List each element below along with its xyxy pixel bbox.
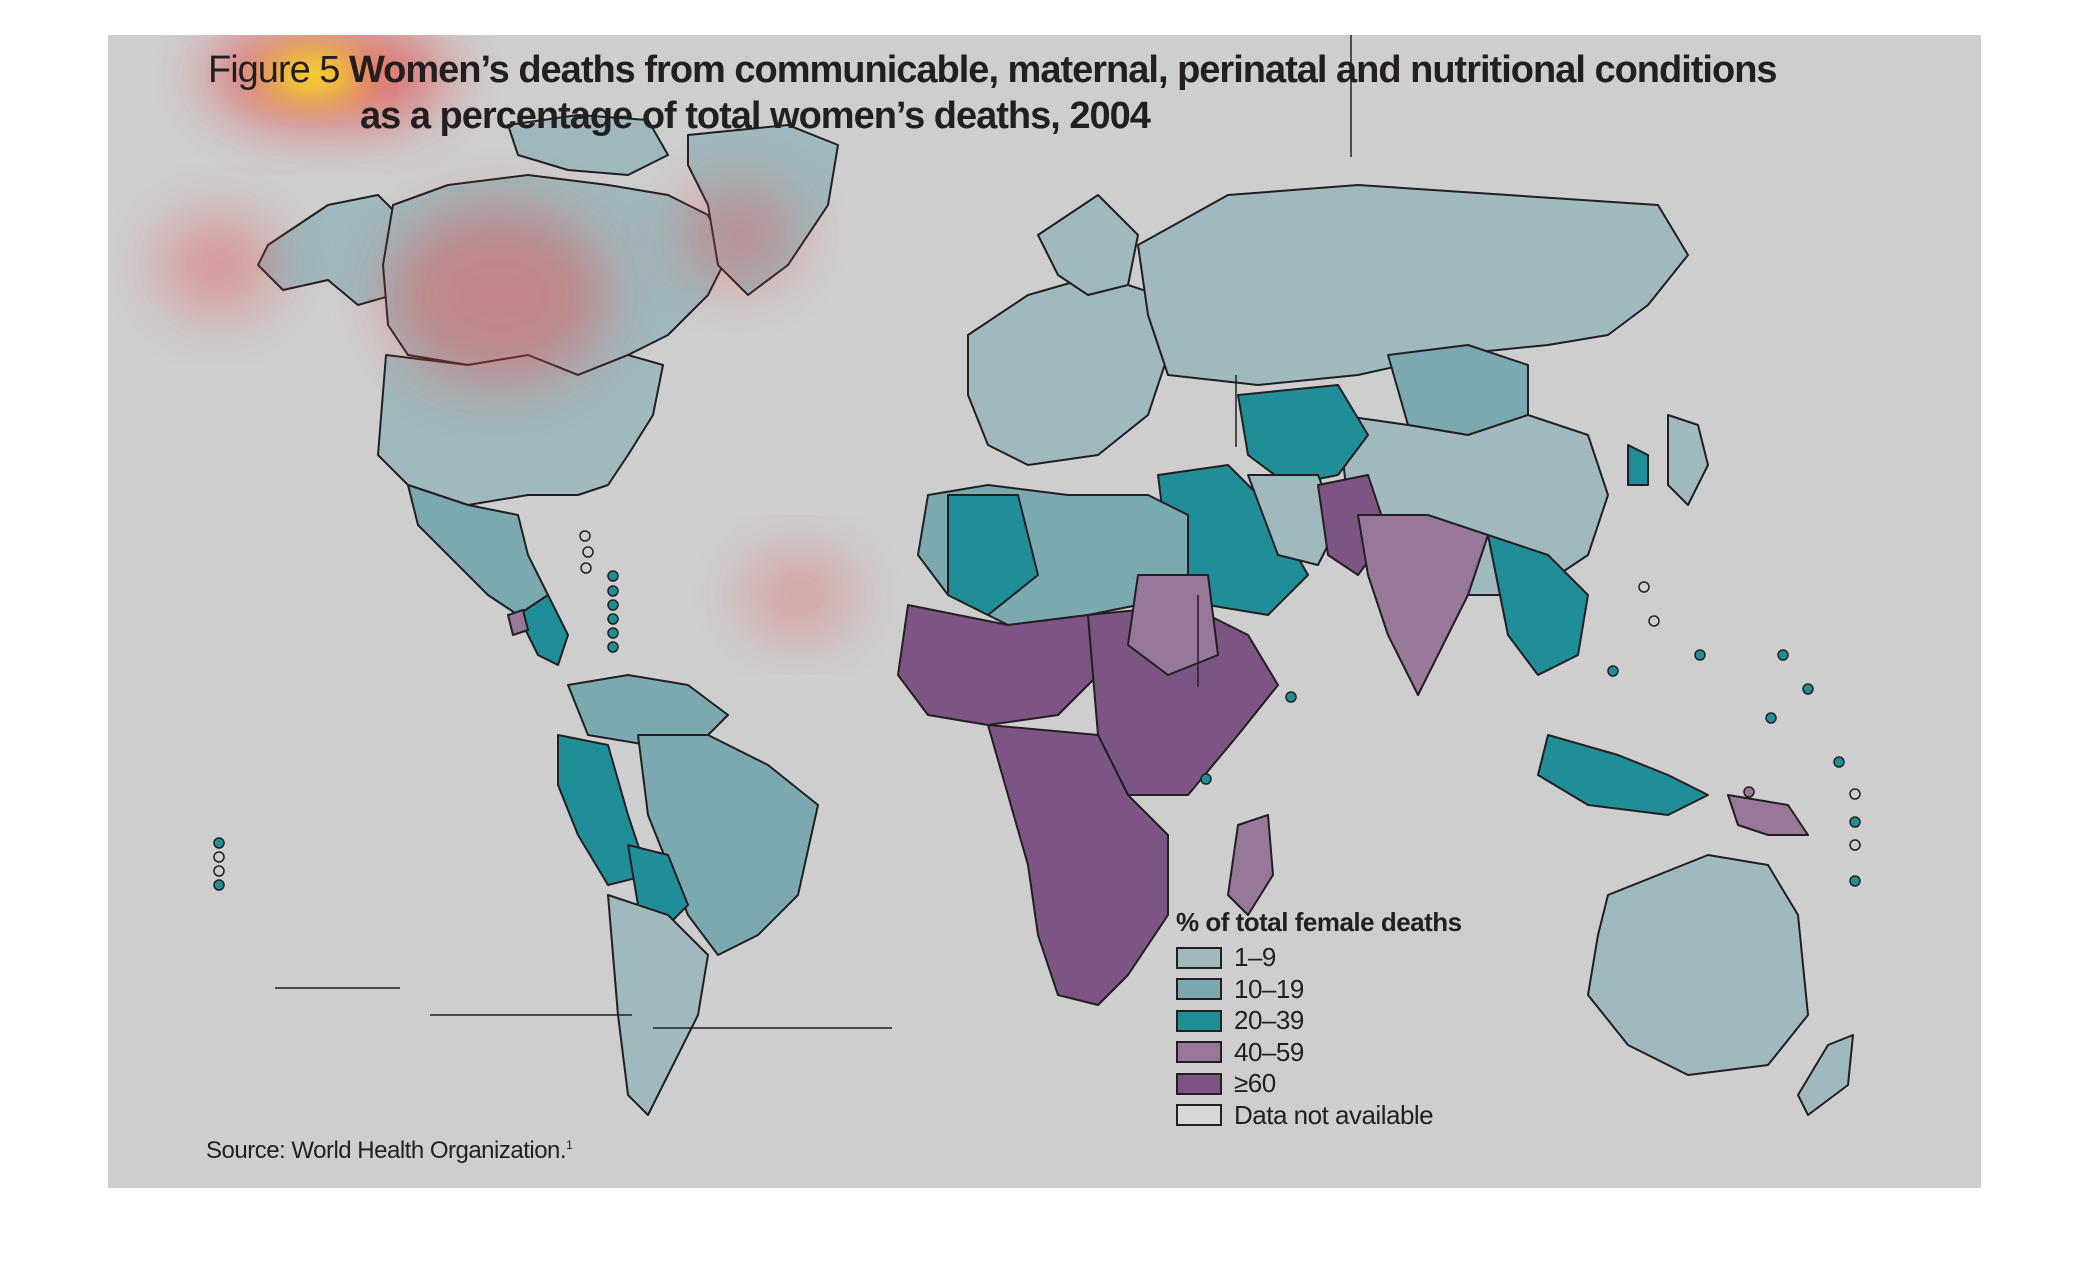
- island-marker: [1802, 683, 1814, 695]
- island-marker: [1849, 788, 1861, 800]
- region-russia: [1137, 184, 1689, 386]
- region-india: [1357, 514, 1489, 696]
- figure-title-text: Women’s deaths from communicable, matern…: [348, 49, 1778, 91]
- island-marker: [213, 837, 225, 849]
- region-arctic-islands: [507, 114, 669, 176]
- region-southeast-asia: [1487, 534, 1589, 676]
- island-marker: [1200, 773, 1212, 785]
- island-marker: [607, 570, 619, 582]
- source-footnote: 1: [566, 1138, 573, 1152]
- legend-label: ≥60: [1234, 1068, 1276, 1099]
- legend-item: ≥60: [1176, 1068, 1462, 1100]
- region-scandinavia: [1037, 194, 1139, 296]
- island-marker: [213, 865, 225, 877]
- island-marker: [1765, 712, 1777, 724]
- island-marker: [579, 530, 591, 542]
- island-marker: [607, 641, 619, 653]
- legend-title: % of total female deaths: [1176, 907, 1462, 937]
- map-panel: Figure 5 Women’s deaths from communicabl…: [108, 35, 1981, 1188]
- island-marker: [1648, 615, 1660, 627]
- region-venezuela-colombia: [567, 674, 729, 746]
- legend-label: 40–59: [1234, 1036, 1304, 1067]
- region-peru-ecuador: [557, 734, 649, 886]
- island-marker: [607, 599, 619, 611]
- region-png: [1727, 794, 1809, 836]
- island-marker: [1638, 581, 1650, 593]
- island-marker: [1607, 665, 1619, 677]
- island-marker: [1849, 875, 1861, 887]
- legend-swatch: [1176, 1041, 1222, 1064]
- region-alaska: [257, 194, 399, 306]
- region-japan: [1667, 414, 1709, 506]
- legend-swatch: [1176, 946, 1222, 969]
- region-algeria: [947, 494, 1039, 616]
- region-australia: [1587, 854, 1809, 1076]
- attention-heatmap: [158, 35, 853, 635]
- island-marker: [1777, 649, 1789, 661]
- legend-swatch: [1176, 1009, 1222, 1032]
- legend-item: 40–59: [1176, 1037, 1462, 1069]
- region-mexico: [407, 484, 549, 616]
- island-marker: [607, 613, 619, 625]
- figure-title-line1: Figure 5 Women’s deaths from communicabl…: [208, 47, 1778, 93]
- region-central-africa: [987, 724, 1169, 1006]
- island-marker: [1833, 756, 1845, 768]
- island-marker: [607, 585, 619, 597]
- legend-label: Data not available: [1234, 1099, 1434, 1130]
- legend-swatch: [1176, 1104, 1222, 1127]
- legend-label: 10–19: [1234, 973, 1304, 1004]
- region-central-america: [517, 594, 569, 666]
- world-map: [158, 35, 1861, 1116]
- legend-swatch: [1176, 1072, 1222, 1095]
- region-kazakh-central: [1237, 384, 1369, 486]
- region-madagascar: [1227, 814, 1274, 916]
- region-korea: [1627, 444, 1649, 486]
- island-marker: [1743, 786, 1755, 798]
- island-marker: [607, 627, 619, 639]
- legend-item: 1–9: [1176, 942, 1462, 974]
- region-indonesia: [1537, 734, 1709, 816]
- region-guatemala: [507, 609, 529, 636]
- island-marker: [1849, 839, 1861, 851]
- legend-label: 1–9: [1234, 942, 1276, 973]
- region-new-zealand: [1797, 1034, 1854, 1116]
- region-sudan-egypt: [1127, 574, 1219, 676]
- island-marker: [582, 546, 594, 558]
- region-europe: [967, 274, 1169, 466]
- island-marker: [1285, 691, 1297, 703]
- island-marker: [580, 562, 592, 574]
- legend-swatch: [1176, 978, 1222, 1001]
- legend-item: Data not available: [1176, 1100, 1462, 1132]
- island-marker: [1849, 816, 1861, 828]
- region-argentina-chile: [607, 894, 709, 1116]
- legend-items: 1–9 10–19 20–39 40–59 ≥60 Data not available: [1176, 942, 1462, 1131]
- island-marker: [213, 851, 225, 863]
- legend-item: 10–19: [1176, 974, 1462, 1006]
- island-marker: [213, 879, 225, 891]
- legend-label: 20–39: [1234, 1005, 1304, 1036]
- source-text: Source: World Health Organization.: [206, 1137, 567, 1164]
- legend-item: 20–39: [1176, 1005, 1462, 1037]
- source-note: Source: World Health Organization.1: [206, 1137, 573, 1165]
- figure-label: Figure 5: [208, 49, 340, 91]
- legend: % of total female deaths 1–9 10–19 20–39 40…: [1176, 907, 1462, 1131]
- region-bolivia: [627, 844, 689, 926]
- figure-title-line2: as a percentage of total women’s deaths,…: [360, 95, 1151, 137]
- island-marker: [1694, 649, 1706, 661]
- region-west-africa: [897, 604, 1099, 726]
